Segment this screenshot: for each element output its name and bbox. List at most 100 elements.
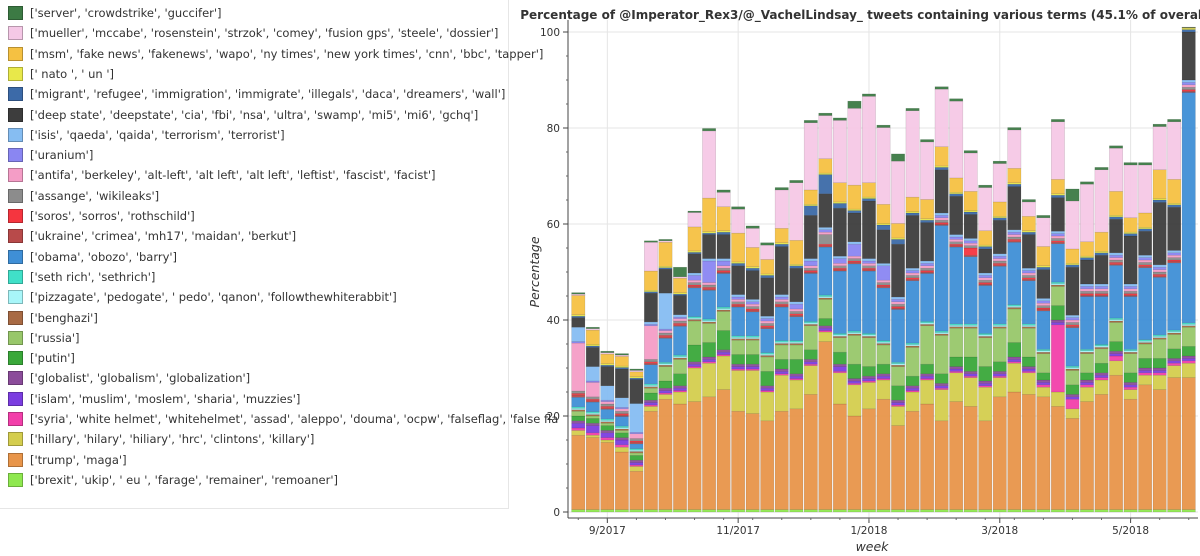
- bar-segment: [1167, 334, 1182, 350]
- bar-segment: [585, 396, 600, 400]
- bar-segment: [1021, 201, 1036, 217]
- bar-segment: [614, 408, 629, 412]
- bar-segment: [702, 359, 716, 363]
- legend-swatch: [8, 46, 23, 61]
- bar-segment: [803, 120, 818, 123]
- bar-segment: [789, 180, 804, 183]
- bar-segment: [803, 215, 818, 259]
- bar-segment: [789, 344, 804, 360]
- bar-segment: [978, 184, 993, 188]
- bar-segment: [949, 356, 964, 367]
- y-tick-label: 40: [547, 315, 560, 327]
- bar-segment: [1007, 127, 1022, 131]
- bar-segment: [774, 410, 789, 510]
- bar-segment: [891, 299, 905, 303]
- bar-segment: [1109, 509, 1123, 513]
- bar-segment: [1007, 362, 1022, 393]
- bar-segment: [920, 325, 935, 365]
- bar-segment: [1181, 84, 1196, 88]
- bar-segment: [1080, 286, 1094, 290]
- bar-segment: [789, 313, 804, 316]
- bar-segment: [687, 367, 702, 402]
- bar-segment: [731, 366, 746, 370]
- bar-segment: [614, 509, 629, 513]
- bar-segment: [658, 268, 673, 294]
- bar-segment: [687, 509, 702, 513]
- bar-segment: [862, 382, 876, 410]
- bar-segment: [716, 355, 731, 390]
- bar-segment: [1094, 288, 1109, 292]
- bar-segment: [1080, 401, 1094, 510]
- bar-segment: [658, 292, 673, 330]
- bar-segment: [702, 323, 716, 343]
- legend-item: ['isis', 'qaeda', 'qaida', 'terrorism', …: [8, 126, 285, 144]
- bar-segment: [1109, 353, 1123, 357]
- bar-segment: [803, 325, 818, 351]
- bar-segment: [847, 384, 862, 417]
- bar-segment: [1065, 266, 1080, 316]
- bar-segment: [1094, 374, 1109, 378]
- bar-segment: [673, 325, 687, 356]
- legend-item: ['assange', 'wikileaks']: [8, 187, 159, 205]
- bar-segment: [1051, 179, 1065, 195]
- bar-segment: [1109, 360, 1123, 376]
- x-tick-label: 1/2018: [850, 525, 887, 537]
- bar-segment: [934, 383, 949, 387]
- legend-swatch: [8, 87, 23, 102]
- legend-label: ['soros', 'sorros', 'rothschild']: [30, 209, 195, 223]
- bar-segment: [992, 509, 1007, 513]
- bar-segment: [978, 285, 993, 334]
- bar-segment: [585, 434, 600, 438]
- bar-segment: [1065, 317, 1080, 321]
- bar-segment: [1036, 384, 1051, 388]
- bar-segment: [644, 240, 658, 243]
- bar-segment: [1094, 394, 1109, 510]
- bar-segment: [614, 397, 629, 408]
- bar-segment: [658, 387, 673, 391]
- legend-swatch: [8, 6, 23, 20]
- bar-segment: [1181, 355, 1196, 359]
- bar-segment: [760, 387, 775, 391]
- bar-segment: [1065, 327, 1080, 367]
- bar-segment: [774, 301, 789, 305]
- bar-segment: [774, 509, 789, 513]
- bar-segment: [1065, 322, 1080, 326]
- bar-segment: [644, 402, 658, 406]
- bar-segment: [963, 214, 978, 239]
- bar-segment: [716, 389, 731, 510]
- bar-segment: [1051, 391, 1065, 407]
- bar-segment: [992, 361, 1007, 372]
- bar-segment: [1152, 358, 1167, 369]
- bar-segment: [1007, 509, 1022, 513]
- bar-segment: [1065, 200, 1080, 250]
- bar-segment: [1065, 248, 1080, 264]
- bar-segment: [963, 356, 978, 372]
- bar-segment: [832, 120, 847, 183]
- bar-segment: [818, 325, 833, 329]
- bar-segment: [745, 267, 760, 271]
- bar-segment: [658, 398, 673, 510]
- bar-segment: [847, 241, 862, 245]
- bar-segment: [1181, 26, 1196, 28]
- bar-segment: [818, 229, 833, 233]
- bar-segment: [1007, 241, 1022, 305]
- bar-segment: [949, 243, 964, 246]
- bar-segment: [673, 373, 687, 387]
- bar-segment: [1021, 356, 1036, 367]
- bar-segment: [1152, 123, 1167, 127]
- bar-segment: [876, 363, 891, 375]
- bar-segment: [644, 364, 658, 385]
- bar-segment: [818, 246, 833, 296]
- bar-segment: [1051, 509, 1065, 513]
- bar-segment: [1036, 509, 1051, 513]
- bar-segment: [978, 337, 993, 367]
- legend-swatch: [8, 168, 23, 183]
- bar-segment: [1167, 377, 1182, 510]
- bar-segment: [920, 263, 935, 267]
- bar-segment: [905, 391, 920, 412]
- bar-segment: [1109, 191, 1123, 216]
- bar-segment: [832, 265, 847, 269]
- bar-segment: [716, 260, 731, 267]
- bar-segment: [1065, 394, 1080, 398]
- bar-segment: [891, 385, 905, 401]
